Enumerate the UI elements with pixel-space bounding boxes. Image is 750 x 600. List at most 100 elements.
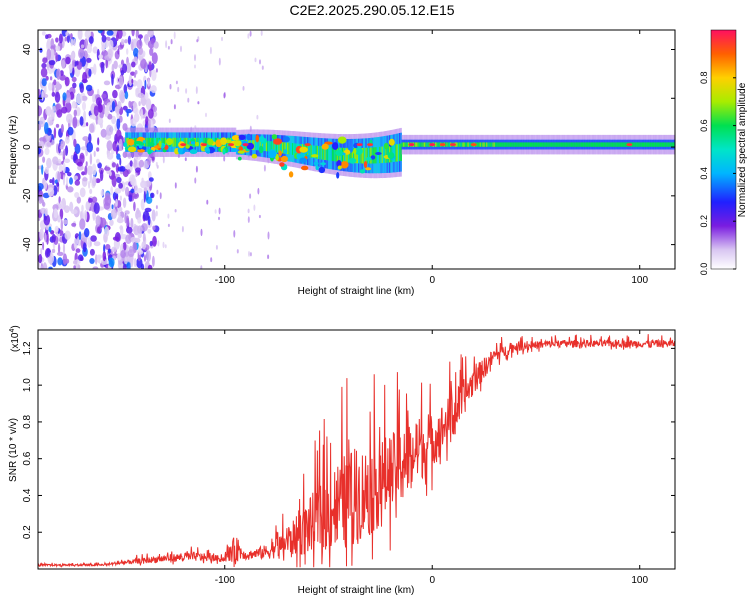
heat-cell [136, 257, 143, 269]
heat-cell [553, 142, 555, 147]
heat-cell [111, 162, 116, 168]
heat-cell [233, 140, 242, 147]
heat-cell [367, 147, 370, 164]
heat-cell [311, 154, 319, 158]
heat-cell [138, 101, 141, 107]
heat-cell [416, 142, 419, 147]
heat-cell [62, 174, 66, 186]
heat-cell [106, 140, 113, 152]
heat-cell [127, 35, 131, 45]
heat-cell [504, 142, 507, 147]
spectrogram-x-ticks: -100 0 100 [215, 30, 649, 286]
heat-cell [95, 178, 101, 184]
heat-cell [258, 145, 264, 154]
heat-cell [147, 137, 150, 147]
heat-cell [493, 142, 496, 147]
heat-cell [49, 179, 53, 184]
heat-cell [512, 142, 514, 147]
heat-cell [62, 243, 66, 255]
heat-cell [96, 147, 100, 152]
heat-cell [620, 142, 623, 147]
heat-cell [89, 114, 96, 119]
heat-cell [104, 106, 109, 118]
heat-cell [138, 34, 143, 39]
heat-cell [169, 84, 172, 90]
heat-cell [262, 140, 264, 151]
heat-cell [55, 52, 58, 63]
heat-cell [48, 266, 53, 269]
heat-cell [45, 75, 49, 81]
heat-cell [121, 31, 127, 37]
heat-cell [46, 48, 52, 60]
heat-cell [147, 156, 151, 166]
colorbar-tick-label: 0.4 [699, 167, 709, 180]
heat-cell [116, 111, 120, 120]
heat-cell [207, 138, 214, 146]
heat-cell [97, 30, 103, 34]
heat-cell [656, 142, 659, 147]
heat-cell [633, 142, 635, 147]
heat-cell [549, 142, 552, 147]
heat-cell [194, 137, 197, 147]
heat-cell [450, 143, 456, 147]
heat-cell [122, 263, 127, 269]
heat-cell [111, 73, 114, 86]
heat-cell [89, 153, 93, 165]
heat-cell [396, 144, 399, 162]
heat-cell [125, 234, 132, 244]
heat-cell [242, 143, 249, 147]
heat-cell [200, 265, 203, 269]
heat-cell [635, 142, 638, 147]
heat-cell [124, 39, 128, 44]
heat-cell [153, 137, 156, 147]
heat-cell [189, 149, 198, 154]
heat-cell [70, 33, 73, 40]
heat-cell [104, 226, 110, 237]
heat-cell [43, 93, 49, 98]
heat-cell [280, 155, 288, 163]
heat-cell [117, 48, 120, 55]
heat-cell [466, 142, 468, 147]
heat-cell [311, 145, 314, 159]
heat-cell [97, 117, 104, 126]
heat-cell [125, 108, 132, 114]
heat-cell [279, 141, 282, 153]
y-tick-label: -20 [22, 188, 33, 203]
heat-cell [610, 142, 613, 147]
heat-cell [547, 142, 549, 147]
heat-cell [99, 169, 104, 182]
heat-cell [111, 115, 117, 125]
heat-cell [69, 177, 73, 185]
heat-cell [194, 177, 197, 184]
heat-cell [370, 147, 372, 164]
heat-cell [335, 149, 343, 157]
heat-cell [110, 208, 117, 219]
heat-cell [514, 142, 517, 147]
heat-cell [568, 142, 570, 147]
heat-cell [107, 248, 111, 254]
heat-cell [136, 79, 143, 90]
heat-cell [308, 144, 310, 158]
heat-cell [126, 260, 131, 269]
heat-cell [100, 128, 107, 138]
heat-cell [46, 142, 52, 147]
heat-cell [162, 137, 165, 147]
heat-cell [39, 116, 45, 128]
heat-cell [156, 137, 158, 147]
heat-cell [671, 142, 674, 147]
heat-cell [126, 137, 128, 147]
heat-cell [79, 116, 84, 126]
heat-cell [499, 142, 502, 147]
heat-cell [313, 145, 315, 159]
heat-cell [130, 177, 135, 186]
heat-cell [38, 140, 45, 150]
heat-cell [152, 137, 155, 147]
heat-cell [135, 87, 140, 93]
heat-cell [127, 138, 135, 146]
heat-cell [421, 142, 423, 147]
heat-cell [531, 142, 533, 147]
heat-cell [427, 142, 430, 147]
heat-cell [358, 148, 360, 164]
x-tick-label: 100 [631, 575, 648, 586]
heat-cell [54, 225, 59, 233]
